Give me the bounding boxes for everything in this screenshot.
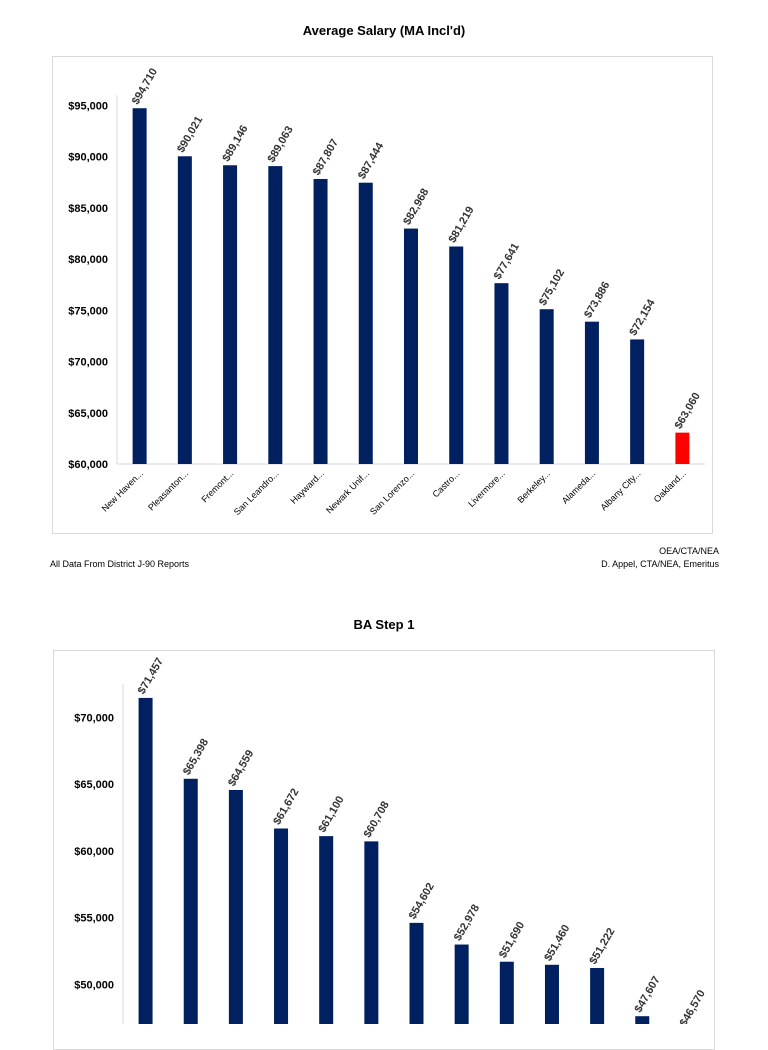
- chart2-data-label: $71,457: [136, 656, 166, 696]
- chart2-bar: [183, 778, 198, 1024]
- chart1-bar: [449, 246, 464, 464]
- chart2-data-label: $51,690: [497, 920, 527, 960]
- chart2-panel: [53, 650, 715, 1050]
- chart2-data-label: $52,978: [452, 903, 482, 943]
- chart1-ytick-label: $70,000: [68, 357, 108, 369]
- footer-credit-line2: D. Appel, CTA/NEA, Emeritus: [601, 559, 719, 569]
- chart2-bar: [544, 964, 559, 1024]
- chart1-ytick-label: $95,000: [68, 100, 108, 112]
- chart2-data-label: $51,222: [587, 926, 617, 966]
- chart2-data-label: $60,708: [362, 799, 392, 839]
- chart2-ytick-label: $70,000: [74, 712, 114, 724]
- chart2-bar: [228, 789, 243, 1024]
- chart1-bar: [268, 166, 283, 464]
- chart1-ytick-label: $80,000: [68, 254, 108, 266]
- chart1-ytick-label: $60,000: [68, 459, 108, 471]
- chart1-bar: [584, 321, 599, 464]
- chart2-data-label: $54,602: [407, 881, 437, 921]
- chart1-panel: [52, 56, 713, 534]
- chart2-bar: [635, 1016, 650, 1024]
- chart1-ytick-label: $85,000: [68, 203, 108, 215]
- chart2-bar: [319, 836, 334, 1024]
- chart2-title: BA Step 1: [353, 617, 415, 632]
- chart1-bar: [223, 165, 238, 465]
- chart2-ytick-label: $50,000: [74, 979, 114, 991]
- chart2-data-label: $51,460: [542, 923, 572, 963]
- chart1-svg: $60,000 $65,000 $70,000 $75,000 $80,000 $85,0…: [68, 66, 705, 517]
- chart2-data-label: $46,570: [678, 988, 708, 1024]
- chart1-bar: [494, 283, 509, 464]
- chart2-bar: [454, 944, 469, 1024]
- chart1-bar: [630, 339, 645, 464]
- chart2-bar: [364, 841, 379, 1024]
- chart2-ytick-label: $60,000: [74, 846, 114, 858]
- chart2-data-label: $61,672: [271, 787, 301, 827]
- chart2-data-label: $65,398: [181, 737, 211, 777]
- chart2-bar: [138, 697, 153, 1024]
- chart1-ytick-label: $75,000: [68, 305, 108, 317]
- chart1-bar: [539, 309, 554, 464]
- footer-source: All Data From District J-90 Reports: [50, 559, 190, 569]
- chart1-bar: [177, 156, 192, 465]
- chart2-bar: [499, 961, 514, 1024]
- chart1-title: Average Salary (MA Incl'd): [302, 23, 466, 38]
- chart2-data-label: $61,100: [316, 794, 346, 834]
- chart2-ytick-label: $55,000: [74, 913, 114, 925]
- chart1-ytick-label: $65,000: [68, 408, 108, 420]
- footer-credit: OEA/CTA/NEA D. Appel, CTA/NEA, Emeritus: [601, 545, 719, 571]
- chart2-bar: [409, 922, 424, 1024]
- chart2-svg: $50,000 $55,000 $60,000 $65,000 $70,000 $71,4…: [74, 656, 708, 1024]
- chart2-ytick-label: $65,000: [74, 779, 114, 791]
- chart2-bar: [590, 967, 605, 1024]
- chart2-data-label: $47,607: [632, 974, 662, 1014]
- chart1-bar: [132, 108, 147, 464]
- chart1-bar: [358, 182, 373, 464]
- footer-credit-line1: OEA/CTA/NEA: [659, 546, 719, 556]
- chart1-ytick-label: $90,000: [68, 152, 108, 164]
- chart2-data-label: $64,559: [226, 748, 256, 788]
- chart1-bar: [675, 432, 690, 464]
- chart1-bar: [313, 178, 328, 464]
- chart1-bar: [404, 228, 418, 464]
- chart2-bar: [274, 828, 289, 1024]
